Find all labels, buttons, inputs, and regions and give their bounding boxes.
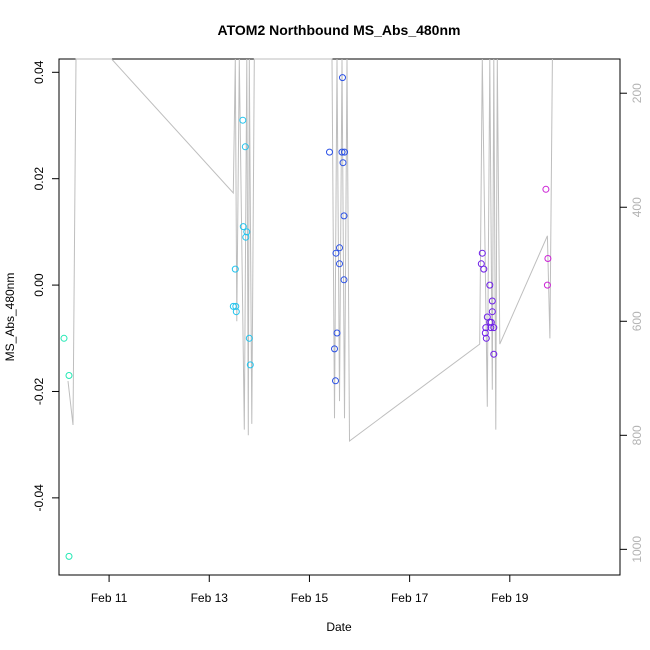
y-tick-label: 0.00 [32, 273, 46, 297]
x-axis: Feb 11 Feb 13 Feb 15 Feb 17 Feb 19 [91, 575, 529, 605]
data-point [488, 308, 496, 316]
data-point [339, 74, 346, 82]
data-point [336, 244, 343, 252]
x-tick-label: Feb 15 [291, 591, 329, 605]
x-axis-label: Date [326, 620, 352, 634]
data-point [65, 372, 73, 379]
data-point [231, 265, 239, 273]
y-tick-label: -0.04 [32, 484, 46, 512]
data-point [542, 185, 550, 193]
data-point [331, 345, 338, 353]
secondary-tick-label: 200 [630, 83, 644, 103]
data-point [232, 302, 240, 310]
data-point [339, 159, 347, 167]
data-point [340, 276, 348, 284]
y-tick-label: 0.04 [32, 60, 46, 84]
data-point [246, 361, 254, 369]
data-point [543, 281, 551, 289]
data-point [245, 334, 253, 342]
secondary-line-group [67, 58, 553, 442]
data-point [338, 148, 346, 156]
plot-frame [58, 58, 621, 576]
x-tick-label: Feb 19 [491, 591, 529, 605]
secondary-tick-label: 400 [630, 197, 644, 217]
data-point [332, 249, 340, 257]
points-group [60, 74, 552, 560]
secondary-series-line [67, 58, 553, 442]
data-point [480, 265, 488, 273]
data-point [478, 249, 486, 257]
data-point [333, 329, 341, 337]
x-tick-label: Feb 17 [391, 591, 429, 605]
data-point [241, 143, 249, 151]
y-axis: -0.04 -0.02 0.00 0.02 0.04 [32, 60, 59, 512]
secondary-tick-label: 1000 [630, 536, 644, 563]
data-point [481, 329, 489, 337]
data-point [482, 334, 490, 342]
secondary-tick-label: 800 [630, 425, 644, 445]
data-point [544, 255, 552, 262]
data-point [490, 324, 498, 332]
y-tick-label: 0.02 [32, 167, 46, 191]
data-point [336, 260, 343, 268]
data-point [239, 116, 247, 124]
data-point [65, 552, 73, 560]
x-tick-label: Feb 11 [91, 591, 128, 605]
data-point [243, 228, 251, 236]
y-axis-label: MS_Abs_480nm [3, 273, 17, 362]
data-point [490, 350, 498, 358]
data-point [232, 308, 240, 316]
secondary-tick-label: 600 [630, 311, 644, 331]
data-point [341, 148, 348, 156]
data-point [332, 377, 339, 385]
data-point [486, 281, 494, 289]
y-tick-label: -0.02 [32, 377, 46, 405]
data-point [340, 212, 348, 220]
data-point [229, 302, 237, 310]
chart-title: ATOM2 Northbound MS_Abs_480nm [218, 22, 461, 38]
data-point [60, 334, 68, 342]
data-point [488, 297, 496, 305]
secondary-y-axis: 200 400 600 800 1000 [620, 83, 644, 563]
data-point [326, 148, 333, 156]
x-tick-label: Feb 13 [191, 591, 229, 605]
data-point [239, 223, 247, 231]
data-point [487, 324, 495, 332]
data-point [242, 233, 250, 241]
data-point [482, 324, 490, 332]
